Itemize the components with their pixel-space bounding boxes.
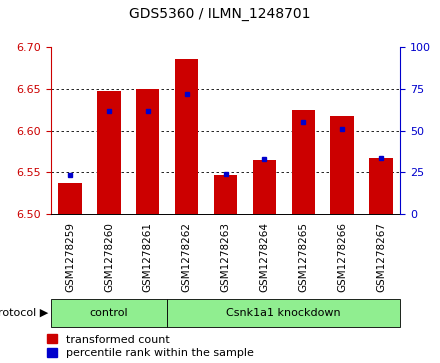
Bar: [214, 175, 237, 214]
Bar: [330, 117, 354, 214]
Text: GDS5360 / ILMN_1248701: GDS5360 / ILMN_1248701: [129, 7, 311, 21]
Bar: [59, 183, 82, 214]
Bar: [136, 89, 159, 214]
Text: GSM1278265: GSM1278265: [298, 222, 308, 292]
Text: GSM1278266: GSM1278266: [337, 222, 347, 292]
Bar: [51, 299, 167, 327]
Text: GSM1278264: GSM1278264: [259, 222, 269, 292]
Bar: [292, 110, 315, 214]
Text: Csnk1a1 knockdown: Csnk1a1 knockdown: [227, 308, 341, 318]
Text: protocol ▶: protocol ▶: [0, 308, 48, 318]
Bar: [97, 91, 121, 214]
Legend: transformed count, percentile rank within the sample: transformed count, percentile rank withi…: [48, 334, 254, 358]
Text: GSM1278263: GSM1278263: [220, 222, 231, 292]
Text: GSM1278262: GSM1278262: [182, 222, 192, 292]
Text: GSM1278260: GSM1278260: [104, 222, 114, 292]
Text: GSM1278267: GSM1278267: [376, 222, 386, 292]
Text: control: control: [90, 308, 128, 318]
Text: GSM1278259: GSM1278259: [65, 222, 75, 292]
Bar: [253, 160, 276, 214]
Bar: [167, 299, 400, 327]
Bar: [369, 158, 392, 214]
Text: GSM1278261: GSM1278261: [143, 222, 153, 292]
Bar: [175, 59, 198, 214]
